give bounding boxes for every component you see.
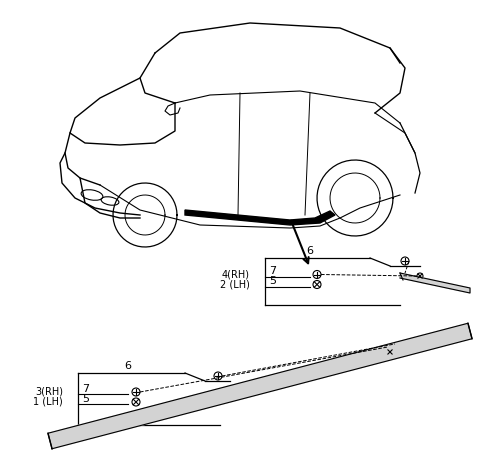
Text: 1 (LH): 1 (LH) xyxy=(33,396,63,406)
Polygon shape xyxy=(48,324,472,449)
Text: 7: 7 xyxy=(269,266,276,276)
Text: 6: 6 xyxy=(124,360,132,370)
Text: 6: 6 xyxy=(307,245,313,256)
Text: 5: 5 xyxy=(269,276,276,286)
Polygon shape xyxy=(185,211,335,225)
Text: 2 (LH): 2 (LH) xyxy=(220,279,250,289)
Text: 7: 7 xyxy=(82,383,89,393)
Text: 5: 5 xyxy=(82,393,89,403)
Text: 4(RH): 4(RH) xyxy=(222,269,250,279)
Text: 3(RH): 3(RH) xyxy=(35,386,63,396)
Polygon shape xyxy=(400,274,470,294)
